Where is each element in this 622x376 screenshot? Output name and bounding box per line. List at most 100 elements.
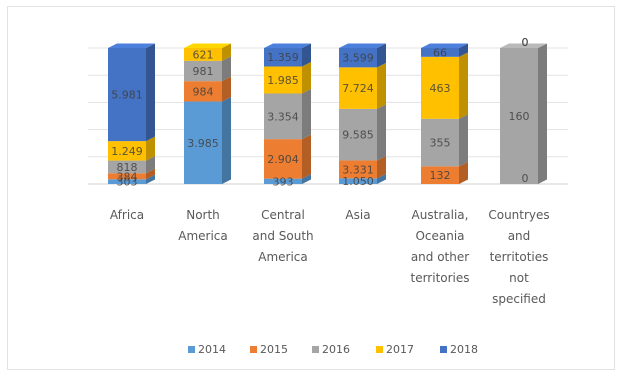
bar-segment-2015 [421,166,459,184]
legend-label: 2018 [450,343,478,356]
bar-side-2017 [377,62,386,109]
bar-column: 132 355 463 66 [421,43,468,184]
category-label: Central and South America [252,208,313,264]
legend-swatch [312,346,319,353]
data-label: 3.985 [187,137,219,150]
bar-side-2014 [377,173,386,184]
bar-segment-2015 [108,173,146,180]
legend-item-2014: 2014 [188,343,226,356]
data-label: 160 [509,110,530,123]
gridlines [88,47,568,185]
bar-top [264,43,311,48]
bar-segment-2016 [500,48,538,184]
data-label: 818 [117,161,138,174]
bar-side-2018 [146,43,155,142]
data-label: 384 [117,170,138,183]
bar-segment-2017 [264,66,302,94]
bar-segment-2015 [339,160,377,179]
chart-frame: 303 384 818 1.249 5.981 3.985 984 981 621 393 2.90… [7,6,615,370]
bar-segment-2016 [184,60,222,82]
category-label: Australia, Oceania and other territories [410,208,469,285]
bar-segment-2017 [184,48,222,61]
bar-side-2014 [302,174,311,184]
bar-segment-2017 [421,56,459,119]
bar-side-2014 [146,174,155,184]
legend-item-2017: 2017 [376,343,414,356]
legend-swatch [188,346,195,353]
bar-side-2014 [222,97,231,184]
data-label: 981 [193,65,214,78]
data-label: 303 [117,176,138,189]
data-label: 3.599 [342,52,374,65]
data-label: 1.359 [267,51,299,64]
bar-segment-2018 [339,48,377,68]
bar-side-2015 [459,161,468,184]
data-label: 0 [522,172,529,185]
bar-side-2017 [302,61,311,94]
data-label: 984 [193,85,214,98]
bar-segment-2017 [339,67,377,109]
bar-side-2015 [146,168,155,180]
data-label: 3.354 [267,110,299,123]
bar-segment-2018 [264,48,302,67]
bar-side-2015 [222,76,231,102]
bar-segment-2016 [108,160,146,174]
category-labels: Africa North America Central and South Americ… [110,208,550,306]
bar-side-2016 [222,56,231,82]
bar-side-2017 [222,43,231,61]
legend-swatch [250,346,257,353]
bar-side-2017 [459,52,468,119]
legend-swatch [376,346,383,353]
bar-segment-2015 [184,81,222,102]
category-label: North America [178,208,228,243]
bar-side-2018 [459,43,468,57]
bar-segment-2016 [339,108,377,161]
bar-column: 3.985 984 981 621 [184,43,231,184]
data-label: 621 [193,48,214,61]
data-label: 0 [522,36,529,49]
bar-side-2016 [146,156,155,174]
bar-side-2016 [538,43,547,184]
bar-top [184,43,231,48]
bar-side-2016 [377,104,386,161]
bar-side-2015 [377,155,386,179]
legend-swatch [440,346,447,353]
data-label: 7.724 [342,82,374,95]
bar-top [500,43,547,48]
bar-segment-2018 [421,48,459,57]
bar-segment-2014 [108,179,146,184]
bar-top [108,43,155,48]
data-label: 5.981 [111,89,143,102]
bar-segment-2016 [421,118,459,167]
legend-label: 2015 [260,343,288,356]
bar-side-2015 [302,134,311,179]
data-label: 3.331 [342,163,374,176]
legend-item-2015: 2015 [250,343,288,356]
bar-side-2018 [377,43,386,68]
bar-top [339,43,386,48]
data-label: 2.904 [267,153,299,166]
bar-column: 393 2.904 3.354 1.985 1.359 [264,43,311,188]
data-label: 1.985 [267,74,299,87]
data-label: 66 [433,46,447,59]
legend-item-2016: 2016 [312,343,350,356]
category-label: Asia [345,208,370,222]
bar-segment-2014 [184,101,222,184]
data-label: 1.249 [111,145,143,158]
category-label: Countryes and territoties not specified [488,208,549,306]
bar-side-2016 [459,114,468,167]
data-label: 0 [522,36,529,49]
data-label: 393 [273,175,294,188]
legend-item-2018: 2018 [440,343,478,356]
category-label: Africa [110,208,144,222]
legend-label: 2016 [322,343,350,356]
bar-side-2016 [302,89,311,140]
data-label: 1.050 [342,175,374,188]
bar-side-2017 [146,136,155,161]
bar-side-2018 [302,43,311,67]
